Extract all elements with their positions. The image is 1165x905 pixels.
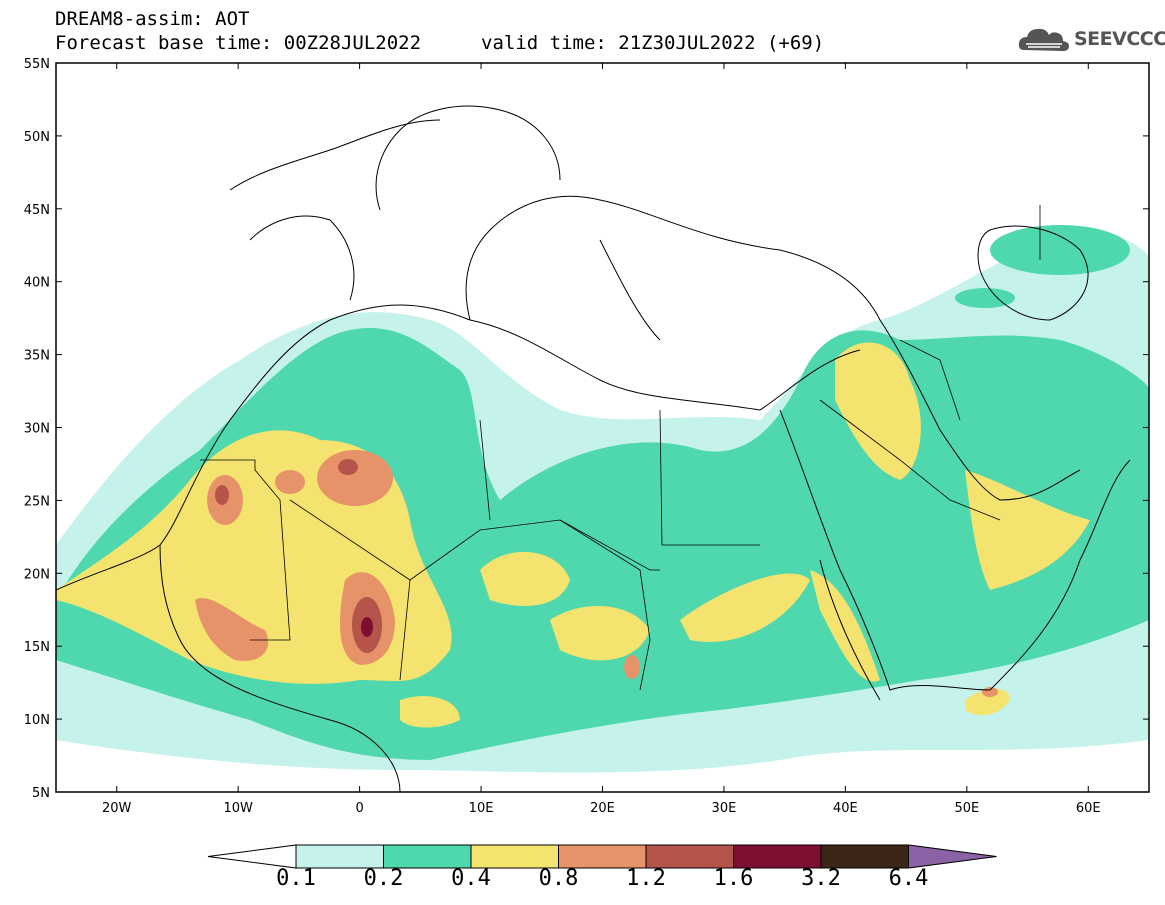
colorbar-label: 6.4 [888, 866, 929, 891]
colorbar-box [470, 844, 559, 869]
aot-contour-0.8-c [317, 450, 393, 506]
colorbar-labels: 0.1 0.2 0.4 0.8 1.2 1.6 3.2 6.4 [0, 866, 1165, 896]
aot-contour-0.8-d [195, 597, 269, 661]
lat-tick-label: 50N [24, 130, 50, 145]
colorbar-box [383, 844, 472, 869]
aot-contour-0.8-b [275, 470, 305, 494]
longitude-axis: 20W 10W 0 10E 20E 30E 40E 50E 60E [102, 63, 1101, 816]
lat-tick-label: 35N [24, 349, 50, 364]
latitude-axis: 5N 10N 15N 20N 25N 30N 35N 40N 45N 50N 55N [24, 57, 1149, 801]
colorbar-over-arrow [908, 844, 997, 869]
lon-tick-label: 50E [954, 801, 979, 816]
lat-tick-label: 30N [24, 422, 50, 437]
logo-text: SEEVCCC [1074, 28, 1165, 50]
lon-tick-label: 60E [1076, 801, 1101, 816]
cloud-icon [1018, 28, 1069, 51]
lon-tick-label: 10W [223, 801, 253, 816]
lon-tick-label: 0 [355, 801, 363, 816]
colorbar-label: 0.8 [538, 866, 579, 891]
colorbar-box [733, 844, 822, 869]
lat-tick-label: 45N [24, 203, 50, 218]
country-borders [200, 205, 1041, 691]
colorbar-box [295, 844, 384, 869]
lon-tick-label: 10E [469, 801, 494, 816]
seevccc-logo: SEEVCCC [1018, 24, 1165, 58]
lat-tick-label: 5N [32, 786, 50, 801]
aot-contour-0.4-arabia [810, 342, 1090, 716]
lon-tick-label: 20E [590, 801, 615, 816]
valid-time: valid time: 21Z30JUL2022 (+69) [481, 32, 825, 54]
forecast-base-time: Forecast base time: 00Z28JUL2022 [55, 32, 422, 54]
aot-contour-0.4-sahel [480, 551, 810, 661]
aot-contour-1.2-b [338, 459, 358, 475]
lat-tick-label: 40N [24, 276, 50, 291]
colorbar-label: 0.1 [276, 866, 316, 891]
aot-blob-caspian [990, 225, 1130, 275]
lat-tick-label: 20N [24, 567, 50, 582]
map-title: DREAM8-assim: AOT [55, 8, 250, 30]
lon-tick-label: 20W [102, 801, 132, 816]
colorbar-label: 3.2 [801, 866, 841, 891]
colorbar-label: 0.4 [451, 866, 491, 891]
colorbar-box [558, 844, 647, 869]
colorbar-box [645, 844, 734, 869]
lon-tick-label: 40E [833, 801, 858, 816]
aot-colorbar [207, 844, 997, 869]
colorbar-under-arrow [207, 844, 297, 869]
colorbar-label: 1.6 [713, 866, 754, 891]
colorbar-box [820, 844, 909, 869]
coastlines [56, 105, 1131, 792]
lat-tick-label: 15N [24, 640, 50, 655]
colorbar-label: 0.2 [363, 866, 404, 891]
colorbar-label: 1.2 [626, 866, 666, 891]
aot-contour-0.8-f [624, 655, 640, 679]
aot-contour-0.8-g [982, 687, 998, 697]
aot-contour-1.2-a [215, 485, 229, 505]
lat-tick-label: 25N [24, 494, 50, 509]
aot-contour-0.4-gulf-guinea [400, 696, 460, 728]
lat-tick-label: 55N [24, 57, 50, 72]
aot-blob-iran [955, 288, 1015, 308]
lon-tick-label: 30E [712, 801, 737, 816]
lat-tick-label: 10N [24, 713, 50, 728]
aot-contour-1.6 [361, 617, 373, 637]
